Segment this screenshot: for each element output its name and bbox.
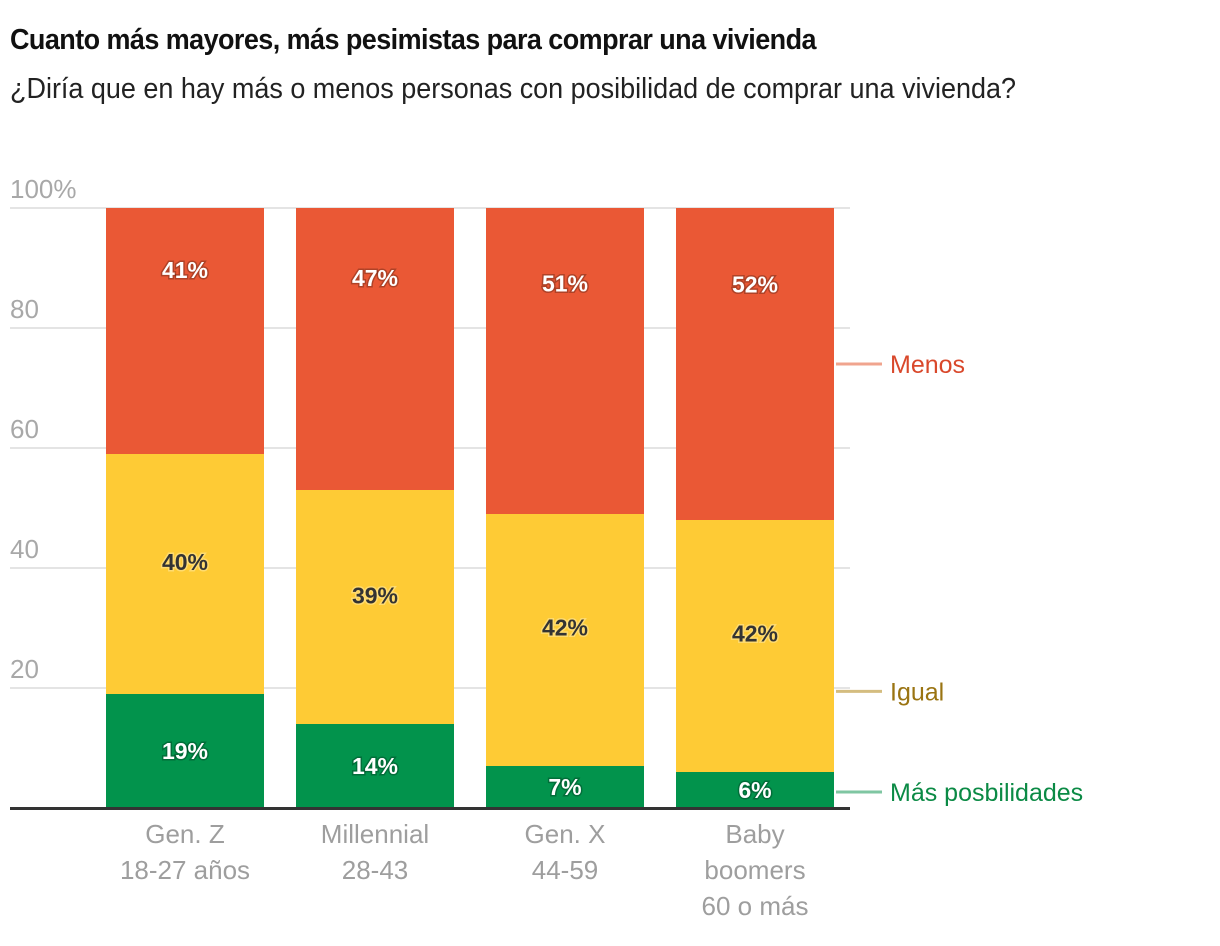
y-tick-label: 60 xyxy=(10,414,39,444)
bar-value-label: 39% xyxy=(352,582,398,608)
bar-value-label: 47% xyxy=(352,265,398,291)
bar-segment-igual xyxy=(296,490,454,724)
chart-title: Cuanto más mayores, más pesimistas para … xyxy=(10,24,817,56)
x-tick-label: Gen. X xyxy=(525,819,606,849)
bar-segment-menos xyxy=(486,208,644,514)
legend-label-mas: Más posbilidades xyxy=(890,779,1083,807)
bar-value-labels: 19% 40% 41% 14% 39% 47% 7% 42% 51% 6% 42% 52% xyxy=(160,256,779,805)
bar-segment-igual xyxy=(106,454,264,694)
y-tick-label: 40 xyxy=(10,534,39,564)
x-tick-label: Millennial xyxy=(321,819,429,849)
bar-value-label: 40% xyxy=(162,549,208,575)
bar-segment-menos xyxy=(676,208,834,520)
bar-segment-igual xyxy=(676,520,834,772)
x-axis-category-labels: Gen. Z 18-27 años Millennial 28-43 Gen. X 44-… xyxy=(120,819,809,921)
y-axis-ticks: 20 40 60 80 100% xyxy=(10,174,77,684)
bar-segment-mas xyxy=(296,724,454,808)
bar-value-label: 14% xyxy=(352,753,398,779)
x-tick-label: boomers xyxy=(704,855,805,885)
bar-value-label: 19% xyxy=(162,738,208,764)
y-tick-label: 100% xyxy=(10,174,77,204)
x-tick-label: 18-27 años xyxy=(120,855,250,885)
bar-segment-mas xyxy=(106,694,264,808)
bar-value-label: 41% xyxy=(162,257,208,283)
y-tick-label: 20 xyxy=(10,654,39,684)
x-tick-label: Gen. Z xyxy=(145,819,225,849)
bar-segment-igual xyxy=(486,514,644,766)
bar-value-label: 52% xyxy=(732,272,778,298)
bar-value-label: 42% xyxy=(542,614,588,640)
legend: Más posbilidades Igual Menos xyxy=(836,351,1083,807)
bar-value-label: 6% xyxy=(738,777,771,803)
x-tick-label: 44-59 xyxy=(532,855,599,885)
bar-value-label: 7% xyxy=(548,774,581,800)
bars xyxy=(106,208,834,808)
bar-segment-menos xyxy=(106,208,264,454)
bar-segment-mas xyxy=(676,772,834,808)
bar-value-label: 42% xyxy=(732,620,778,646)
x-tick-label: 28-43 xyxy=(342,855,409,885)
y-tick-label: 80 xyxy=(10,294,39,324)
legend-label-igual: Igual xyxy=(890,678,944,706)
bar-segment-menos xyxy=(296,208,454,490)
chart-subtitle: ¿Diría que en hay más o menos personas c… xyxy=(10,73,1016,105)
legend-label-menos: Menos xyxy=(890,351,965,379)
bar-segment-mas xyxy=(486,766,644,808)
x-tick-label: 60 o más xyxy=(702,891,809,921)
x-tick-label: Baby xyxy=(725,819,784,849)
bar-value-label: 51% xyxy=(542,270,588,296)
